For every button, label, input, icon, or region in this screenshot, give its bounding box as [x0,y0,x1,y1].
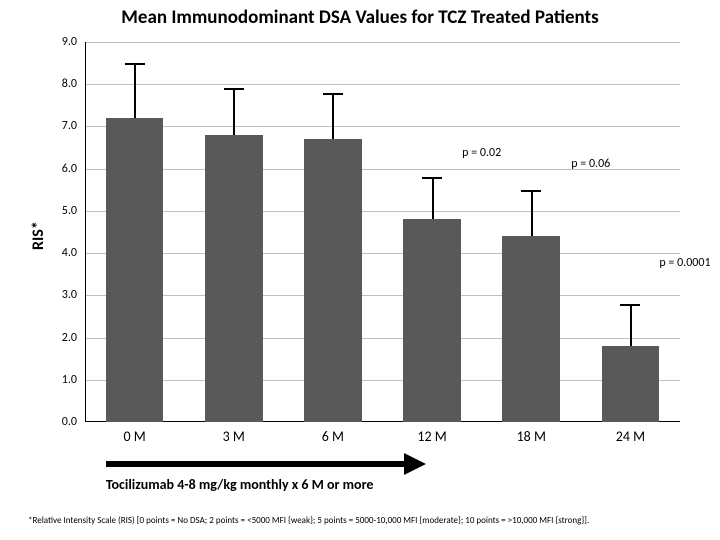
page-root: Mean Immunodominant DSA Values for TCZ T… [0,0,720,540]
arrow-label: Tocilizumab 4-8 mg/kg monthly x 6 M or m… [106,476,374,493]
arrow-shaft [106,461,404,467]
footnote-text: *Relative Intensity Scale (RIS) [0 point… [28,515,692,526]
arrow-head-icon [404,453,426,475]
treatment-arrow: Tocilizumab 4-8 mg/kg monthly x 6 M or m… [0,0,720,540]
